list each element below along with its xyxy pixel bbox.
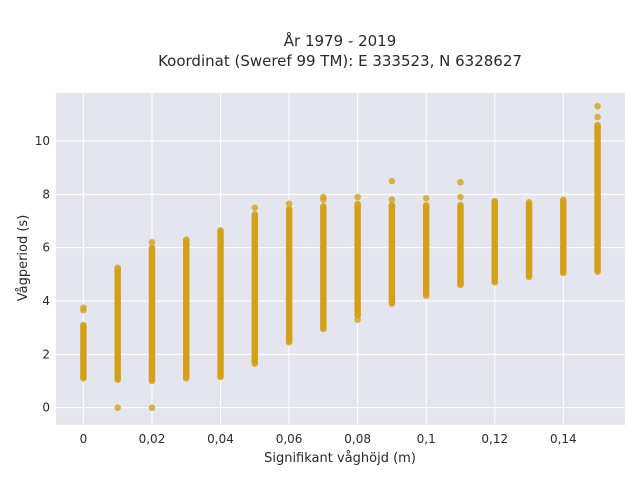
data-point [388,177,396,185]
data-column [594,103,601,275]
data-point [182,236,190,243]
y-tick-label: 10 [35,134,50,148]
data-point [422,201,430,209]
data-column [320,193,327,333]
data-column [560,196,567,277]
data-point [148,404,156,411]
data-point [354,193,361,201]
plot-area [56,93,625,425]
data-point [251,204,259,211]
y-tick-labels: 0 2 4 6 8 10 [35,134,50,415]
x-tick-labels: 0 0,02 0,04 0,06 0,08 0,1 0,12 0,14 [80,432,577,446]
data-point [422,195,430,202]
data-point [457,201,464,209]
y-tick-label: 6 [42,241,50,255]
chart-title-line-2: Koordinat (Sweref 99 TM): E 333523, N 63… [158,52,522,70]
y-tick-label: 4 [42,294,50,308]
data-column [148,239,156,411]
x-tick-label: 0,06 [276,432,303,446]
data-column [182,236,190,382]
data-point [594,121,601,129]
data-point [388,201,396,209]
data-point [388,196,396,203]
chart-title-line-1: År 1979 - 2019 [284,31,397,50]
data-column [525,199,533,281]
data-column [285,200,293,346]
data-points [80,103,601,411]
data-point [217,227,224,234]
x-tick-label: 0,1 [417,432,436,446]
chart-title: År 1979 - 2019 Koordinat (Sweref 99 TM):… [158,31,522,70]
x-tick-label: 0,04 [207,432,234,446]
data-column [388,177,396,307]
y-tick-label: 0 [42,401,50,415]
data-point [457,179,464,186]
data-point [560,196,567,203]
data-column [491,197,499,286]
data-column [422,195,430,299]
data-point [457,193,464,201]
y-axis-label: Vågperiod (s) [16,215,31,302]
data-point [354,316,361,323]
data-column [354,193,361,323]
data-column [80,304,87,382]
data-point [320,193,327,201]
data-column [457,179,464,289]
x-tick-label: 0,12 [481,432,508,446]
data-point [251,211,259,218]
data-column [217,227,224,381]
data-point [148,244,156,251]
data-column [251,204,259,367]
data-point [525,199,533,206]
x-tick-label: 0,08 [344,432,371,446]
data-point [80,304,87,311]
x-tick-label: 0,02 [139,432,166,446]
x-tick-label: 0,14 [550,432,577,446]
y-tick-label: 2 [42,347,50,361]
data-point [148,239,156,246]
x-tick-label: 0 [80,432,88,446]
data-point [320,203,327,210]
x-axis-label: Signifikant våghöjd (m) [264,451,416,466]
data-point [594,113,601,121]
data-point [285,205,293,213]
data-point [354,200,361,207]
data-point [114,264,121,271]
data-point [594,103,601,110]
data-point [285,200,293,207]
data-column [114,264,121,411]
y-tick-label: 8 [42,187,50,201]
data-point [80,321,87,329]
data-point [491,197,499,205]
data-point [114,404,121,411]
